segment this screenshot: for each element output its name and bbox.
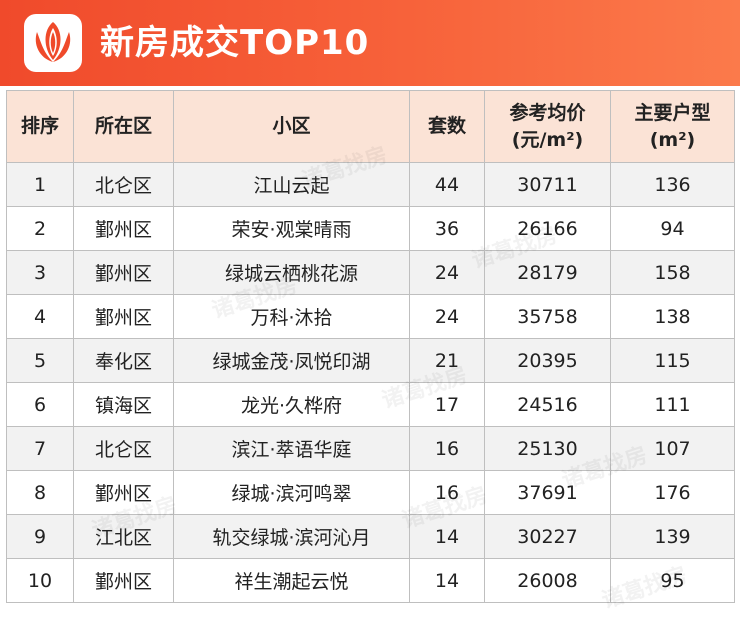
table-row: 1 北仑区 江山云起 44 30711 136 <box>6 162 735 207</box>
table-row: 5 奉化区 绿城金茂·凤悦印湖 21 20395 115 <box>6 338 735 383</box>
cell-community: 滨江·萃语华庭 <box>173 426 410 471</box>
cell-type: 176 <box>610 470 735 515</box>
cell-type: 136 <box>610 162 735 207</box>
cell-community: 荣安·观棠晴雨 <box>173 206 410 251</box>
cell-type: 107 <box>610 426 735 471</box>
cell-rank: 10 <box>6 558 74 603</box>
table-row: 7 北仑区 滨江·萃语华庭 16 25130 107 <box>6 426 735 471</box>
cell-price: 37691 <box>484 470 611 515</box>
table-row: 8 鄞州区 绿城·滨河鸣翠 16 37691 176 <box>6 470 735 515</box>
cell-district: 北仑区 <box>73 162 174 207</box>
cell-rank: 5 <box>6 338 74 383</box>
title-banner: 新房成交TOP10 <box>0 0 740 86</box>
cell-type: 115 <box>610 338 735 383</box>
col-header-type: 主要户型 (m²) <box>610 90 735 163</box>
cell-rank: 7 <box>6 426 74 471</box>
cell-units: 16 <box>409 426 485 471</box>
table-row: 2 鄞州区 荣安·观棠晴雨 36 26166 94 <box>6 206 735 251</box>
table-row: 10 鄞州区 祥生潮起云悦 14 26008 95 <box>6 558 735 603</box>
cell-price: 20395 <box>484 338 611 383</box>
cell-district: 江北区 <box>73 514 174 559</box>
cell-units: 24 <box>409 294 485 339</box>
cell-units: 16 <box>409 470 485 515</box>
cell-community: 轨交绿城·滨河沁月 <box>173 514 410 559</box>
cell-community: 万科·沐拾 <box>173 294 410 339</box>
col-header-district: 所在区 <box>73 90 174 163</box>
cell-community: 祥生潮起云悦 <box>173 558 410 603</box>
cell-district: 鄞州区 <box>73 206 174 251</box>
cell-district: 北仑区 <box>73 426 174 471</box>
cell-type: 95 <box>610 558 735 603</box>
col-header-type-line2: (m²) <box>649 128 696 151</box>
cell-price: 30227 <box>484 514 611 559</box>
cell-type: 158 <box>610 250 735 295</box>
cell-price: 26008 <box>484 558 611 603</box>
cell-price: 25130 <box>484 426 611 471</box>
cell-units: 21 <box>409 338 485 383</box>
cell-type: 111 <box>610 382 735 427</box>
cell-rank: 9 <box>6 514 74 559</box>
cell-price: 28179 <box>484 250 611 295</box>
cell-type: 138 <box>610 294 735 339</box>
cell-units: 14 <box>409 558 485 603</box>
brand-logo <box>24 14 82 72</box>
cell-price: 24516 <box>484 382 611 427</box>
cell-rank: 6 <box>6 382 74 427</box>
transaction-table: 排序 所在区 小区 套数 参考均价 (元/m²) 主要户型 (m²) 1 北仑区… <box>6 90 735 603</box>
col-header-rank: 排序 <box>6 90 74 163</box>
cell-community: 江山云起 <box>173 162 410 207</box>
page-title: 新房成交TOP10 <box>100 23 370 63</box>
cell-district: 鄞州区 <box>73 294 174 339</box>
col-header-type-line1: 主要户型 <box>634 101 711 124</box>
cell-rank: 3 <box>6 250 74 295</box>
cell-type: 139 <box>610 514 735 559</box>
cell-district: 鄞州区 <box>73 558 174 603</box>
table-row: 9 江北区 轨交绿城·滨河沁月 14 30227 139 <box>6 514 735 559</box>
cell-community: 绿城云栖桃花源 <box>173 250 410 295</box>
col-header-price-line2: (元/m²) <box>511 128 584 151</box>
cell-community: 绿城·滨河鸣翠 <box>173 470 410 515</box>
cell-district: 奉化区 <box>73 338 174 383</box>
col-header-community: 小区 <box>173 90 410 163</box>
cell-units: 24 <box>409 250 485 295</box>
cell-price: 30711 <box>484 162 611 207</box>
cell-community: 龙光·久桦府 <box>173 382 410 427</box>
cell-rank: 4 <box>6 294 74 339</box>
cell-rank: 1 <box>6 162 74 207</box>
table-row: 6 镇海区 龙光·久桦府 17 24516 111 <box>6 382 735 427</box>
col-header-price: 参考均价 (元/m²) <box>484 90 611 163</box>
cell-community: 绿城金茂·凤悦印湖 <box>173 338 410 383</box>
cell-district: 鄞州区 <box>73 250 174 295</box>
cell-units: 36 <box>409 206 485 251</box>
table-row: 3 鄞州区 绿城云栖桃花源 24 28179 158 <box>6 250 735 295</box>
cell-units: 17 <box>409 382 485 427</box>
cell-units: 44 <box>409 162 485 207</box>
cell-district: 镇海区 <box>73 382 174 427</box>
cell-district: 鄞州区 <box>73 470 174 515</box>
col-header-price-line1: 参考均价 <box>509 101 586 124</box>
cell-price: 26166 <box>484 206 611 251</box>
col-header-units: 套数 <box>409 90 485 163</box>
cell-units: 14 <box>409 514 485 559</box>
cell-rank: 2 <box>6 206 74 251</box>
table-row: 4 鄞州区 万科·沐拾 24 35758 138 <box>6 294 735 339</box>
table-header-row: 排序 所在区 小区 套数 参考均价 (元/m²) 主要户型 (m²) <box>6 90 735 163</box>
cell-price: 35758 <box>484 294 611 339</box>
cell-rank: 8 <box>6 470 74 515</box>
cell-type: 94 <box>610 206 735 251</box>
